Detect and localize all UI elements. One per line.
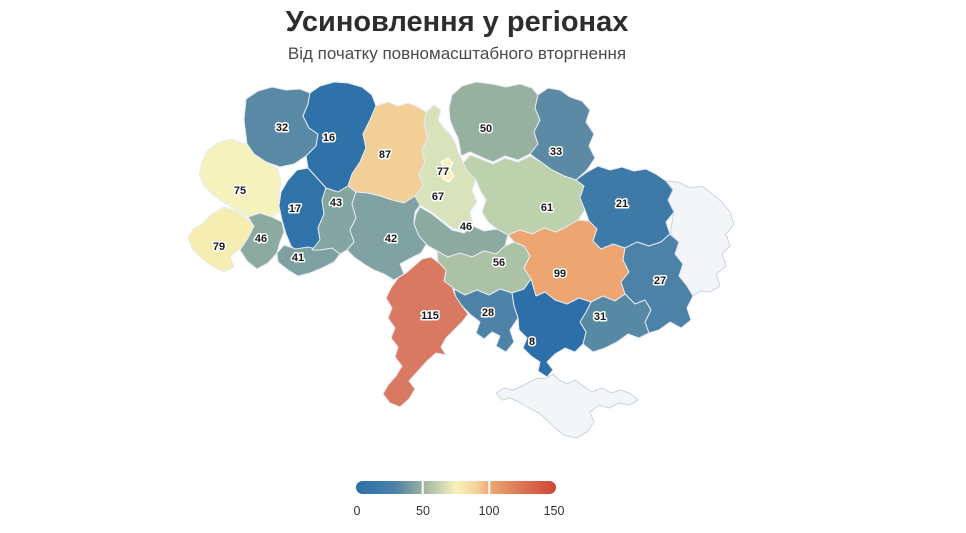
region-value-label: 21 [616, 198, 628, 210]
chart-header: Усиновлення у регіонах Від початку повно… [0, 4, 914, 64]
region-value-label: 32 [276, 122, 288, 134]
region-odesa[interactable] [382, 256, 469, 408]
region-value-label: 67 [432, 191, 444, 203]
region-value-label: 42 [385, 233, 397, 245]
region-vinnytsia[interactable] [346, 191, 428, 281]
region-value-label: 28 [482, 307, 494, 319]
region-value-label: 77 [437, 166, 449, 178]
region-value-label: 46 [255, 233, 267, 245]
region-kyiv-city[interactable] [439, 157, 455, 183]
region-value-label: 50 [480, 123, 492, 135]
region-value-label: 75 [234, 185, 246, 197]
region-value-label: 79 [213, 241, 225, 253]
region-value-label: 16 [323, 132, 335, 144]
region-value-label: 41 [292, 252, 304, 264]
page-subtitle: Від початку повномасштабного вторгнення [287, 44, 627, 64]
region-mykolaiv[interactable] [453, 288, 519, 353]
region-chernihiv[interactable] [448, 81, 541, 163]
region-value-label: 56 [493, 257, 505, 269]
region-value-label: 27 [654, 275, 666, 287]
color-legend: 0 50 100 150 [354, 481, 565, 518]
legend-tick-label: 150 [544, 504, 565, 518]
map-regions [187, 81, 735, 439]
region-ivano-frankivsk[interactable] [239, 212, 285, 270]
region-kherson[interactable] [511, 278, 592, 378]
region-value-label: 87 [379, 149, 391, 161]
region-value-label: 46 [460, 221, 472, 233]
region-value-label: 33 [550, 146, 562, 158]
region-crimea[interactable] [495, 373, 639, 439]
legend-gradient-bar [356, 481, 556, 494]
region-chernivtsi[interactable] [276, 244, 341, 277]
legend-tick-label: 50 [416, 504, 430, 518]
region-sumy[interactable] [529, 87, 596, 181]
region-value-label: 61 [541, 202, 553, 214]
region-value-label: 31 [594, 311, 606, 323]
region-value-label: 99 [554, 268, 566, 280]
region-value-label: 17 [289, 203, 301, 215]
region-zakarpattia[interactable] [187, 206, 255, 273]
page-title: Усиновлення у регіонах [285, 6, 629, 38]
region-value-label: 115 [421, 310, 439, 322]
region-value-label: 8 [529, 336, 535, 348]
legend-tick-label: 0 [354, 504, 361, 518]
map-value-labels: 32 16 75 79 46 17 41 43 87 42 67 77 50 3… [211, 121, 667, 350]
region-value-label: 43 [330, 197, 342, 209]
legend-tick-label: 100 [479, 504, 500, 518]
